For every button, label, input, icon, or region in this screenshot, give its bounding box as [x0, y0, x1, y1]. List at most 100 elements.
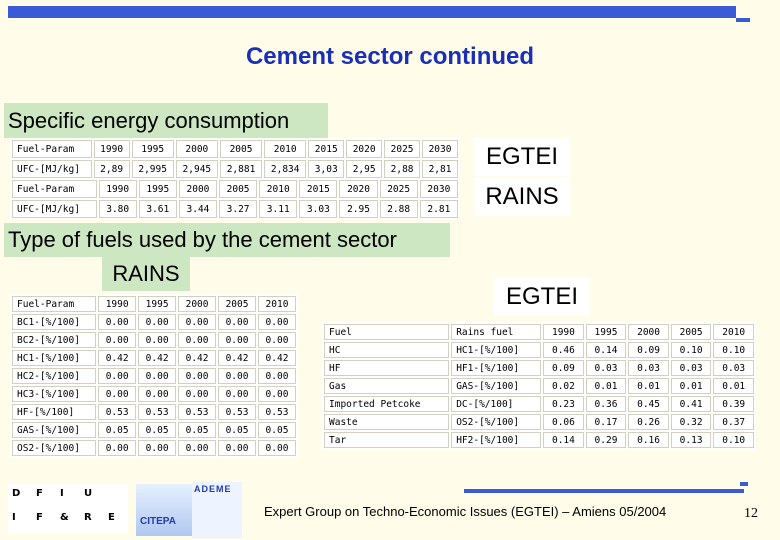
table-cell: 3.80 — [98, 200, 137, 218]
logo-letter: U — [84, 488, 93, 499]
table-cell: Fuel-Param — [12, 296, 97, 312]
table-header-row: Fuel-Param 1990 1995 2000 2005 2010 — [12, 296, 296, 312]
table-cell: HC1-[%/100] — [12, 350, 97, 366]
footer-accent-bar — [464, 489, 744, 493]
table-cell: 0.53 — [257, 404, 296, 420]
table-cell: 2,834 — [264, 160, 307, 178]
table-cell: 2,89 — [93, 160, 130, 178]
table-cell: 0.00 — [257, 332, 296, 348]
table-cell: 0.29 — [585, 432, 627, 448]
table-row: HC2-[%/100] 0.00 0.00 0.00 0.00 0.00 — [12, 368, 296, 384]
table-cell: 0.00 — [178, 386, 217, 402]
table-cell: 2,88 — [384, 160, 421, 178]
table-cell: 1995 — [131, 140, 174, 158]
table-cell: 2010 — [259, 180, 298, 198]
table-cell: 0.42 — [178, 350, 217, 366]
table-cell: 0.39 — [713, 396, 754, 412]
table-cell: 1990 — [98, 296, 137, 312]
table-cell: 2015 — [308, 140, 345, 158]
dfiu-logo: D F I U I F & R E — [8, 484, 128, 534]
table-cell: 2030 — [419, 180, 458, 198]
table-cell: 0.42 — [98, 350, 137, 366]
table-cell: 2010 — [713, 324, 754, 340]
rains-label: RAINS — [474, 178, 570, 216]
table-cell: 0.00 — [178, 332, 217, 348]
table-cell: 0.03 — [585, 360, 627, 376]
table-row: BC1-[%/100] 0.00 0.00 0.00 0.00 0.00 — [12, 314, 296, 330]
table-cell: 0.00 — [178, 368, 217, 384]
table-cell: 0.02 — [543, 378, 584, 394]
table-cell: 2000 — [178, 296, 217, 312]
table-cell: 0.05 — [98, 422, 137, 438]
table-row: Imported Petcoke DC-[%/100] 0.23 0.36 0.45 0.… — [324, 396, 754, 412]
table-row: UFC-[MJ/kg] 3.80 3.61 3.44 3.27 3.11 3.0… — [12, 200, 458, 218]
table-cell: 0.16 — [628, 432, 669, 448]
table-cell: Fuel — [324, 324, 450, 340]
table-cell: 3.61 — [138, 200, 177, 218]
table-cell: 0.00 — [98, 368, 137, 384]
table-cell: 2025 — [379, 180, 418, 198]
table-cell: HC3-[%/100] — [12, 386, 97, 402]
table-cell: 0.10 — [713, 432, 754, 448]
logo-letter: F — [36, 488, 43, 499]
table-cell: 0.01 — [628, 378, 669, 394]
table-cell: 0.37 — [713, 414, 754, 430]
table-cell: 0.00 — [138, 440, 177, 456]
top-accent-bar — [8, 6, 736, 18]
table-cell: 0.00 — [98, 440, 137, 456]
table-cell: 2,995 — [131, 160, 174, 178]
table-row: Tar HF2-[%/100] 0.14 0.29 0.16 0.13 0.10 — [324, 432, 754, 448]
table-cell: 2000 — [628, 324, 669, 340]
table-cell: 2015 — [299, 180, 338, 198]
table-cell: BC1-[%/100] — [12, 314, 97, 330]
citepa-logo-text: CITEPA — [140, 516, 176, 527]
table-cell: 0.00 — [178, 314, 217, 330]
table-cell: 0.26 — [628, 414, 669, 430]
table-cell: 2005 — [218, 296, 256, 312]
table-cell: 2030 — [422, 140, 458, 158]
table-cell: HC — [324, 342, 450, 358]
table-cell: 0.45 — [628, 396, 669, 412]
logo-letter: & — [60, 512, 69, 523]
table-cell: 0.00 — [257, 440, 296, 456]
rains-fuel-table: Fuel-Param 1990 1995 2000 2005 2010 BC1-[%/100… — [10, 294, 298, 458]
table-cell: 3.27 — [219, 200, 258, 218]
rains-fuels-label: RAINS — [102, 257, 190, 291]
table-row: UFC-[MJ/kg] 2,89 2,995 2,945 2,881 2,834… — [12, 160, 458, 178]
table-cell: UFC-[MJ/kg] — [12, 200, 97, 218]
table-cell: 0.14 — [543, 432, 584, 448]
table-cell: 0.00 — [98, 332, 137, 348]
table-cell: Gas — [324, 378, 450, 394]
slide-title: Cement sector continued — [245, 43, 535, 70]
table-row: Fuel-Param 1990 1995 2000 2005 2010 2015… — [12, 140, 458, 158]
logo-letter: R — [84, 512, 92, 523]
table-cell: 0.00 — [98, 386, 137, 402]
table-cell: 0.36 — [585, 396, 627, 412]
table-cell: 0.53 — [138, 404, 177, 420]
table-cell: 2010 — [264, 140, 307, 158]
table-cell: 0.14 — [585, 342, 627, 358]
logo-letter: D — [12, 488, 21, 499]
table-cell: 0.00 — [257, 314, 296, 330]
table-cell: 0.00 — [218, 314, 256, 330]
table-cell: 0.06 — [543, 414, 584, 430]
section-heading-energy: Specific energy consumption — [4, 103, 328, 138]
table-row: Fuel-Param 1990 1995 2000 2005 2010 2015… — [12, 180, 458, 198]
table-cell: 2.88 — [379, 200, 418, 218]
logo-letter: I — [12, 512, 16, 523]
logo-letter: I — [60, 488, 64, 499]
table-cell: 2010 — [257, 296, 296, 312]
table-cell: 0.42 — [218, 350, 256, 366]
table-cell: 0.41 — [670, 396, 712, 412]
table-cell: 0.05 — [218, 422, 256, 438]
table-cell: 0.05 — [178, 422, 217, 438]
table-row: BC2-[%/100] 0.00 0.00 0.00 0.00 0.00 — [12, 332, 296, 348]
table-cell: OS2-[%/100] — [451, 414, 542, 430]
ademe-logo-text: ADEME — [194, 484, 232, 494]
table-cell: UFC-[MJ/kg] — [12, 160, 92, 178]
table-cell: 0.17 — [585, 414, 627, 430]
table-cell: 0.23 — [543, 396, 584, 412]
table-cell: 0.00 — [257, 368, 296, 384]
table-cell: Fuel-Param — [12, 140, 92, 158]
table-cell: HC1-[%/100] — [451, 342, 542, 358]
